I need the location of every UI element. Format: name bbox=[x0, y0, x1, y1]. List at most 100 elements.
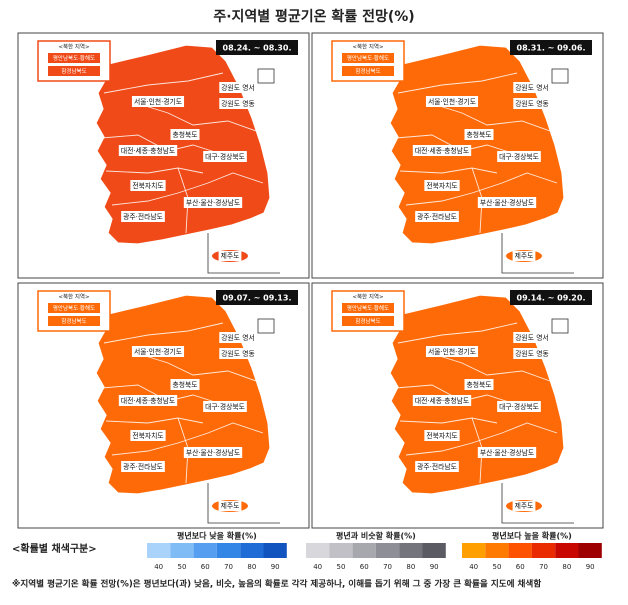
north-heading: <북한 지역> bbox=[352, 43, 384, 51]
north-region-label: 평안남북도·황해도 bbox=[53, 54, 95, 62]
region-border bbox=[429, 352, 551, 382]
legend-swatch bbox=[240, 543, 264, 558]
region-label: 대전·세종·충청남도 bbox=[415, 146, 469, 155]
legend-tick: 90 bbox=[430, 563, 439, 571]
region-label: 서울·인천·경기도 bbox=[428, 347, 476, 356]
region-label-bg bbox=[415, 461, 459, 472]
region-label-bg bbox=[412, 395, 472, 406]
legend-swatch bbox=[422, 543, 446, 558]
legend-tick: 80 bbox=[247, 563, 256, 571]
region-label-bg bbox=[497, 151, 541, 162]
ulleung-inset bbox=[257, 318, 275, 334]
region-label: 강원도 영서 bbox=[515, 83, 548, 92]
region-label: 전북자치도 bbox=[132, 431, 163, 440]
region-label: 서울·인천·경기도 bbox=[428, 97, 476, 106]
ulleung-inset bbox=[551, 68, 569, 84]
region-label-bg bbox=[513, 332, 551, 343]
legend-swatch bbox=[399, 543, 423, 558]
region-label-bg bbox=[424, 430, 460, 441]
north-heading: <북한 지역> bbox=[352, 293, 384, 301]
region-label-bg bbox=[219, 348, 257, 359]
region-label-bg bbox=[497, 401, 541, 412]
region-border bbox=[399, 417, 498, 424]
region-border bbox=[397, 322, 518, 344]
region-label-bg bbox=[512, 501, 536, 511]
region-label-bg bbox=[513, 98, 551, 109]
legend-swatch bbox=[263, 543, 287, 558]
region-label-bg bbox=[118, 145, 178, 156]
north-region-label: 함경남북도 bbox=[355, 317, 380, 325]
region-border bbox=[429, 102, 551, 132]
inset-frame bbox=[501, 233, 574, 274]
legend-tick: 40 bbox=[313, 563, 322, 571]
region-label: 전북자치도 bbox=[426, 431, 457, 440]
legend-scale: 평년과 비슷할 확률(%) 40 50 60 70 80 90 bbox=[306, 531, 446, 571]
date-box bbox=[510, 290, 592, 305]
region-label-bg bbox=[513, 82, 551, 93]
north-heading: <북한 지역> bbox=[58, 43, 90, 51]
legend-tick: 70 bbox=[224, 563, 233, 571]
region-label-bg bbox=[118, 395, 178, 406]
region-label: 강원도 영서 bbox=[515, 333, 548, 342]
date-box bbox=[216, 290, 298, 305]
region-label-bg bbox=[130, 430, 166, 441]
region-label-bg bbox=[121, 461, 165, 472]
region-label: 부산·울산·경상남도 bbox=[186, 448, 240, 457]
region-label-bg bbox=[183, 447, 243, 458]
region-label-bg bbox=[219, 332, 257, 343]
region-label-bg bbox=[425, 346, 479, 357]
region-label: 부산·울산·경상남도 bbox=[480, 198, 534, 207]
legend-tick: 70 bbox=[539, 563, 548, 571]
region-label: 전북자치도 bbox=[132, 181, 163, 190]
north-region bbox=[342, 53, 394, 63]
region-border bbox=[399, 167, 498, 174]
north-region-label: 함경남북도 bbox=[61, 67, 86, 75]
legend-scale: 평년보다 높을 확률(%) 40 50 60 70 80 90 bbox=[462, 531, 602, 571]
region-label-bg bbox=[477, 447, 537, 458]
region-label-bg bbox=[412, 145, 472, 156]
north-region bbox=[48, 316, 100, 326]
date: 08.24. ~ 08.30. bbox=[223, 44, 292, 53]
region-label-bg bbox=[121, 211, 165, 222]
region-label: 충청북도 bbox=[466, 130, 491, 139]
legend-swatch bbox=[147, 543, 171, 558]
region-border bbox=[105, 167, 204, 174]
north-region bbox=[342, 303, 394, 313]
region-label: 제주도 bbox=[515, 502, 534, 510]
region-border bbox=[135, 102, 257, 132]
region-label-bg bbox=[513, 348, 551, 359]
region-label-bg bbox=[218, 251, 242, 261]
region-border bbox=[105, 417, 204, 424]
legend-swatch bbox=[508, 543, 532, 558]
north-region-label: 평안남북도·황해도 bbox=[347, 54, 389, 62]
region-label-bg bbox=[170, 379, 200, 390]
legend-tick: 60 bbox=[516, 563, 525, 571]
region-label: 대전·세종·충청남도 bbox=[121, 146, 175, 155]
date-box bbox=[216, 40, 298, 55]
region-label-bg bbox=[464, 129, 494, 140]
legend-swatch bbox=[216, 543, 241, 558]
legend-swatch bbox=[193, 543, 217, 558]
region-label: 충청북도 bbox=[172, 130, 197, 139]
region-label-bg bbox=[219, 82, 257, 93]
north-region-label: 평안남북도·황해도 bbox=[53, 304, 95, 312]
region-label: 제주도 bbox=[515, 252, 534, 260]
legend-scale: 평년보다 낮을 확률(%) 40 50 60 70 80 90 bbox=[147, 531, 287, 571]
date: 09.14. ~ 09.20. bbox=[517, 294, 586, 303]
legend-tick: 50 bbox=[177, 563, 186, 571]
region-label: 대구·경상북도 bbox=[499, 402, 539, 411]
region-label-bg bbox=[183, 197, 243, 208]
region-label: 대전·세종·충청남도 bbox=[121, 396, 175, 405]
legend-swatch bbox=[329, 543, 353, 558]
legend-tick: 40 bbox=[154, 563, 163, 571]
legend-swatch bbox=[531, 543, 556, 558]
region-label: 광주·전라남도 bbox=[417, 462, 457, 471]
region-label-bg bbox=[170, 129, 200, 140]
north-region bbox=[48, 66, 100, 76]
region-border bbox=[405, 422, 558, 456]
legend-scale-title: 평년과 비슷할 확률(%) bbox=[336, 531, 416, 541]
region-label-bg bbox=[477, 197, 537, 208]
inset-frame bbox=[207, 233, 280, 274]
date: 08.31. ~ 09.06. bbox=[517, 44, 586, 53]
